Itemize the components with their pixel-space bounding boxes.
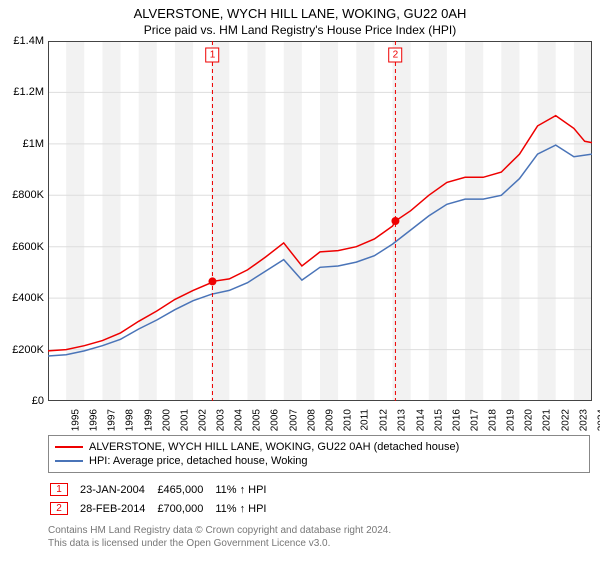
- marker-row: 2 28-FEB-2014 £700,000 11% ↑ HPI: [50, 500, 276, 517]
- marker-badge: 2: [50, 502, 68, 515]
- chart-plot-area: £0£200K£400K£600K£800K£1M£1.2M£1.4M19951…: [48, 41, 592, 401]
- x-tick-label: 2022: [560, 409, 562, 431]
- legend-row: HPI: Average price, detached house, Woki…: [55, 454, 583, 468]
- x-tick-label: 2002: [197, 409, 199, 431]
- x-tick-label: 1997: [107, 409, 109, 431]
- marker-callout: 2: [389, 48, 403, 63]
- marker-delta: 11% ↑ HPI: [215, 481, 276, 498]
- x-tick-label: 2016: [451, 409, 453, 431]
- marker-delta: 11% ↑ HPI: [215, 500, 276, 517]
- x-tick-label: 2008: [306, 409, 308, 431]
- x-tick-label: 2006: [270, 409, 272, 431]
- chart-overlays: £0£200K£400K£600K£800K£1M£1.2M£1.4M19951…: [48, 41, 592, 401]
- x-tick-label: 2004: [233, 409, 235, 431]
- x-tick-label: 2014: [415, 409, 417, 431]
- marker-price: £465,000: [157, 481, 213, 498]
- x-tick-label: 1998: [125, 409, 127, 431]
- x-tick-label: 2010: [342, 409, 344, 431]
- marker-date: 28-FEB-2014: [80, 500, 155, 517]
- y-tick-label: £0: [2, 395, 44, 407]
- x-tick-label: 2000: [161, 409, 163, 431]
- legend-swatch: [55, 446, 83, 448]
- y-tick-label: £1M: [2, 138, 44, 150]
- marker-badge: 1: [50, 483, 68, 496]
- marker-row: 1 23-JAN-2004 £465,000 11% ↑ HPI: [50, 481, 276, 498]
- x-tick-label: 2020: [524, 409, 526, 431]
- x-tick-label: 2021: [542, 409, 544, 431]
- x-tick-label: 2019: [505, 409, 507, 431]
- y-tick-label: £400K: [2, 292, 44, 304]
- markers-table: 1 23-JAN-2004 £465,000 11% ↑ HPI 2 28-FE…: [48, 479, 278, 519]
- y-tick-label: £1.2M: [2, 86, 44, 98]
- x-tick-label: 2009: [324, 409, 326, 431]
- marker-price: £700,000: [157, 500, 213, 517]
- x-tick-label: 2001: [179, 409, 181, 431]
- chart-title: ALVERSTONE, WYCH HILL LANE, WOKING, GU22…: [0, 6, 600, 21]
- marker-date: 23-JAN-2004: [80, 481, 155, 498]
- chart-container: ALVERSTONE, WYCH HILL LANE, WOKING, GU22…: [0, 6, 600, 566]
- footer-line-2: This data is licensed under the Open Gov…: [48, 538, 590, 551]
- x-tick-label: 2012: [379, 409, 381, 431]
- legend: ALVERSTONE, WYCH HILL LANE, WOKING, GU22…: [48, 435, 590, 473]
- x-tick-label: 2015: [433, 409, 435, 431]
- x-tick-label: 1996: [88, 409, 90, 431]
- y-tick-label: £200K: [2, 344, 44, 356]
- x-tick-label: 2007: [288, 409, 290, 431]
- x-tick-label: 2011: [360, 409, 362, 431]
- x-tick-label: 1999: [143, 409, 145, 431]
- legend-label: ALVERSTONE, WYCH HILL LANE, WOKING, GU22…: [89, 441, 459, 453]
- footer-attribution: Contains HM Land Registry data © Crown c…: [48, 525, 590, 550]
- x-tick-label: 2003: [215, 409, 217, 431]
- y-tick-label: £800K: [2, 189, 44, 201]
- x-tick-label: 2005: [252, 409, 254, 431]
- x-tick-label: 2017: [469, 409, 471, 431]
- x-tick-label: 2018: [487, 409, 489, 431]
- legend-swatch: [55, 460, 83, 462]
- x-tick-label: 1995: [70, 409, 72, 431]
- chart-subtitle: Price paid vs. HM Land Registry's House …: [0, 23, 600, 37]
- footer-line-1: Contains HM Land Registry data © Crown c…: [48, 525, 590, 538]
- x-tick-label: 2023: [578, 409, 580, 431]
- marker-callout: 1: [206, 48, 220, 63]
- legend-label: HPI: Average price, detached house, Woki…: [89, 455, 308, 467]
- x-tick-label: 2013: [397, 409, 399, 431]
- y-tick-label: £600K: [2, 241, 44, 253]
- x-tick-label: 2024: [596, 409, 598, 431]
- legend-row: ALVERSTONE, WYCH HILL LANE, WOKING, GU22…: [55, 440, 583, 454]
- y-tick-label: £1.4M: [2, 35, 44, 47]
